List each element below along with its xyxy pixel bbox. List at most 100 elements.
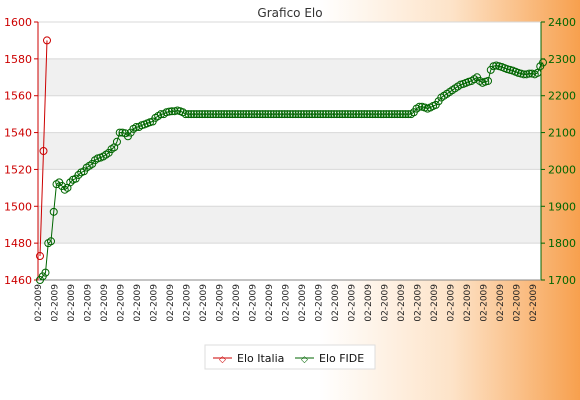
data-point-elo-fide bbox=[189, 110, 198, 119]
data-point-elo-fide bbox=[165, 107, 174, 116]
data-point-elo-fide bbox=[379, 110, 388, 119]
grid-band bbox=[38, 206, 541, 244]
data-point-elo-fide bbox=[46, 237, 55, 246]
chart-title: Grafico Elo bbox=[257, 6, 322, 20]
x-tick-label: 02-2009 bbox=[446, 284, 456, 322]
data-point-elo-fide bbox=[335, 110, 344, 119]
x-tick-label: 02-2009 bbox=[512, 284, 522, 322]
data-point-elo-italia bbox=[39, 147, 48, 155]
data-point-elo-fide bbox=[533, 68, 542, 77]
data-point-elo-fide bbox=[220, 110, 229, 119]
left-tick-label: 1580 bbox=[4, 53, 32, 66]
data-point-elo-fide bbox=[187, 110, 196, 119]
data-point-elo-fide bbox=[280, 110, 289, 119]
data-point-elo-fide bbox=[74, 170, 83, 179]
x-tick-label: 02-2009 bbox=[380, 284, 390, 322]
data-point-elo-fide bbox=[112, 137, 121, 146]
x-tick-label: 02-2009 bbox=[463, 284, 473, 322]
data-point-elo-fide bbox=[374, 110, 383, 119]
data-point-elo-fide bbox=[247, 110, 256, 119]
series-line-elo-italia bbox=[39, 40, 48, 257]
data-point-elo-fide bbox=[352, 110, 361, 119]
data-point-elo-fide bbox=[291, 110, 300, 119]
data-point-elo-fide bbox=[253, 110, 262, 119]
data-point-elo-fide bbox=[360, 110, 369, 119]
data-point-elo-fide bbox=[225, 110, 234, 119]
data-point-elo-fide bbox=[294, 110, 303, 119]
x-tick-label: 02-2009 bbox=[397, 284, 407, 322]
data-point-elo-fide bbox=[385, 110, 394, 119]
x-tick-label: 02-2009 bbox=[67, 284, 77, 322]
data-point-elo-fide bbox=[319, 110, 328, 119]
data-point-elo-fide bbox=[525, 69, 534, 78]
data-point-elo-fide bbox=[156, 110, 165, 119]
data-point-elo-fide bbox=[302, 110, 311, 119]
data-point-elo-fide bbox=[266, 110, 275, 119]
x-tick-label: 02-2009 bbox=[83, 284, 93, 322]
x-tick-label: 02-2009 bbox=[331, 284, 341, 322]
data-point-elo-fide bbox=[255, 110, 264, 119]
right-tick-label: 1700 bbox=[548, 274, 576, 287]
grid-band bbox=[38, 132, 541, 170]
right-tick-label: 1800 bbox=[548, 237, 576, 250]
data-point-elo-fide bbox=[316, 110, 325, 119]
legend-marker-elo-fide: ◇ bbox=[301, 355, 308, 365]
x-tick-label: 02-2009 bbox=[430, 284, 440, 322]
grid-band bbox=[38, 58, 541, 96]
x-tick-label: 02-2009 bbox=[166, 284, 176, 322]
data-point-elo-fide bbox=[363, 110, 372, 119]
x-tick-label: 02-2009 bbox=[265, 284, 275, 322]
left-tick-label: 1540 bbox=[4, 127, 32, 140]
data-point-elo-fide bbox=[321, 110, 330, 119]
data-point-elo-fide bbox=[233, 110, 242, 119]
data-point-elo-fide bbox=[299, 110, 308, 119]
left-tick-label: 1560 bbox=[4, 90, 32, 103]
data-point-elo-fide bbox=[261, 110, 270, 119]
data-point-elo-fide bbox=[236, 110, 245, 119]
data-point-elo-fide bbox=[365, 110, 374, 119]
data-point-elo-fide bbox=[49, 207, 58, 216]
x-tick-label: 02-2009 bbox=[215, 284, 225, 322]
x-tick-label: 02-2009 bbox=[182, 284, 192, 322]
data-point-elo-fide bbox=[41, 268, 50, 277]
data-point-elo-fide bbox=[288, 110, 297, 119]
x-tick-label: 02-2009 bbox=[34, 284, 44, 322]
data-point-elo-fide bbox=[181, 110, 190, 119]
data-point-elo-fide bbox=[310, 110, 319, 119]
data-point-elo-italia bbox=[43, 36, 51, 45]
data-point-elo-fide bbox=[250, 110, 259, 119]
data-point-elo-fide bbox=[539, 58, 547, 67]
data-point-elo-fide bbox=[387, 110, 396, 119]
data-point-elo-fide bbox=[115, 128, 124, 137]
data-point-elo-fide bbox=[132, 123, 141, 132]
right-tick-label: 1900 bbox=[548, 200, 576, 213]
data-point-elo-fide bbox=[390, 110, 399, 119]
x-tick-label: 02-2009 bbox=[298, 284, 308, 322]
x-tick-label: 02-2009 bbox=[50, 284, 60, 322]
data-point-elo-fide bbox=[231, 110, 240, 119]
right-tick-label: 2300 bbox=[548, 53, 576, 66]
data-point-elo-fide bbox=[167, 107, 176, 116]
data-point-elo-fide bbox=[305, 110, 314, 119]
data-point-elo-fide bbox=[382, 110, 391, 119]
data-point-elo-fide bbox=[404, 110, 413, 119]
data-point-elo-fide bbox=[242, 110, 251, 119]
data-point-elo-fide bbox=[398, 110, 407, 119]
data-point-elo-fide bbox=[286, 110, 295, 119]
data-point-elo-fide bbox=[203, 110, 212, 119]
data-point-elo-fide bbox=[239, 110, 248, 119]
data-point-elo-fide bbox=[332, 110, 341, 119]
data-point-elo-fide bbox=[217, 110, 226, 119]
data-point-elo-fide bbox=[200, 110, 209, 119]
data-point-elo-fide bbox=[275, 110, 284, 119]
x-tick-label: 02-2009 bbox=[281, 284, 291, 322]
data-point-elo-fide bbox=[415, 102, 424, 111]
data-point-elo-fide bbox=[209, 110, 218, 119]
data-point-elo-fide bbox=[393, 110, 402, 119]
legend-label-elo-fide: Elo FIDE bbox=[319, 352, 364, 365]
data-point-elo-fide bbox=[66, 178, 75, 187]
data-point-elo-fide bbox=[338, 110, 347, 119]
x-tick-label: 02-2009 bbox=[232, 284, 242, 322]
data-point-elo-fide bbox=[269, 110, 278, 119]
